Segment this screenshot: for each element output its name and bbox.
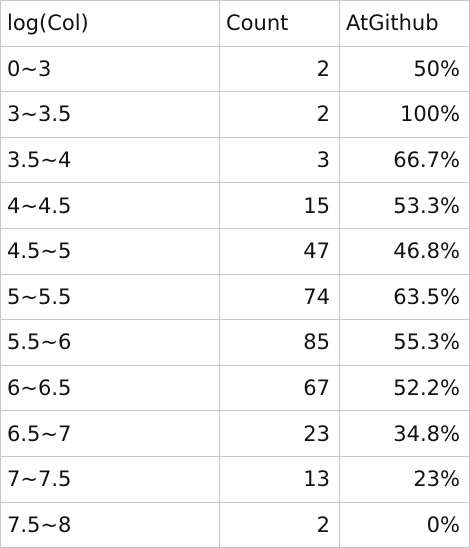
at-github-cell: 53.3% (339, 182, 470, 229)
range-cell: 5~5.5 (0, 273, 220, 321)
count-cell: 67 (219, 364, 340, 412)
header-row: log(Col) Count AtGithub (0, 0, 470, 47)
count-cell: 85 (219, 319, 340, 366)
table-row: 5~5.5 74 63.5% (0, 273, 470, 321)
at-github-cell: 50% (339, 45, 470, 93)
range-cell: 4~4.5 (0, 182, 220, 229)
range-cell: 5.5~6 (0, 319, 220, 366)
column-header-at-github: AtGithub (339, 0, 470, 47)
table-row: 7~7.5 13 23% (0, 455, 470, 503)
at-github-cell: 100% (339, 91, 470, 138)
count-cell: 15 (219, 182, 340, 229)
range-cell: 0~3 (0, 45, 220, 93)
table-header: log(Col) Count AtGithub (0, 0, 470, 47)
table-row: 4.5~5 47 46.8% (0, 227, 470, 275)
count-cell: 2 (219, 45, 340, 93)
at-github-cell: 52.2% (339, 364, 470, 412)
at-github-cell: 23% (339, 455, 470, 503)
table-row: 7.5~8 2 0% (0, 501, 470, 548)
count-cell: 13 (219, 455, 340, 503)
count-cell: 23 (219, 410, 340, 457)
count-cell: 74 (219, 273, 340, 321)
at-github-cell: 34.8% (339, 410, 470, 457)
at-github-cell: 63.5% (339, 273, 470, 321)
at-github-cell: 66.7% (339, 136, 470, 184)
count-cell: 3 (219, 136, 340, 184)
count-cell: 2 (219, 501, 340, 548)
range-cell: 3.5~4 (0, 136, 220, 184)
at-github-cell: 55.3% (339, 319, 470, 366)
table-row: 3.5~4 3 66.7% (0, 136, 470, 184)
range-cell: 4.5~5 (0, 227, 220, 275)
at-github-cell: 0% (339, 501, 470, 548)
range-cell: 7.5~8 (0, 501, 220, 548)
table-row: 6~6.5 67 52.2% (0, 364, 470, 412)
table-row: 4~4.5 15 53.3% (0, 182, 470, 229)
table-row: 3~3.5 2 100% (0, 91, 470, 138)
at-github-cell: 46.8% (339, 227, 470, 275)
range-cell: 6.5~7 (0, 410, 220, 457)
table-row: 6.5~7 23 34.8% (0, 410, 470, 457)
column-header-log-col: log(Col) (0, 0, 220, 47)
table-row: 0~3 2 50% (0, 45, 470, 93)
count-cell: 47 (219, 227, 340, 275)
range-cell: 7~7.5 (0, 455, 220, 503)
table-row: 5.5~6 85 55.3% (0, 319, 470, 366)
column-header-count: Count (219, 0, 340, 47)
range-cell: 6~6.5 (0, 364, 220, 412)
table-body: 0~3 2 50% 3~3.5 2 100% 3.5~4 3 66.7% 4~4… (0, 45, 470, 548)
range-cell: 3~3.5 (0, 91, 220, 138)
count-cell: 2 (219, 91, 340, 138)
